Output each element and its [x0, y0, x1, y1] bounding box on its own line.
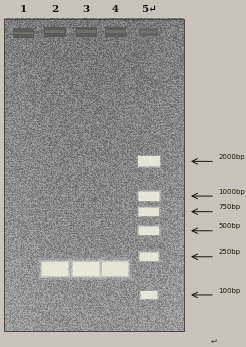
Bar — [138, 251, 160, 262]
Text: 1: 1 — [20, 5, 27, 14]
Bar — [139, 27, 158, 36]
Bar — [76, 27, 97, 37]
Bar — [139, 227, 159, 235]
Bar — [139, 192, 159, 201]
Text: 5↵: 5↵ — [141, 5, 157, 14]
Bar — [41, 261, 69, 277]
Bar — [138, 191, 160, 201]
Bar — [14, 32, 33, 34]
Text: 2: 2 — [51, 5, 59, 14]
Bar — [4, 19, 184, 331]
Text: 250bp: 250bp — [218, 249, 240, 255]
Bar — [103, 262, 128, 276]
Bar — [38, 258, 72, 280]
Text: 4: 4 — [112, 5, 119, 14]
Bar — [137, 225, 161, 236]
Bar — [40, 260, 70, 278]
Bar — [73, 261, 100, 277]
Bar — [139, 208, 159, 216]
Text: 3: 3 — [83, 5, 90, 14]
Bar — [105, 27, 126, 37]
Text: 100bp: 100bp — [218, 288, 241, 294]
Bar — [138, 156, 160, 167]
Bar — [13, 28, 34, 38]
Bar — [137, 206, 161, 217]
Bar — [137, 190, 161, 202]
Bar — [71, 260, 101, 278]
Bar — [138, 156, 160, 166]
Bar — [42, 262, 68, 276]
Bar — [106, 31, 125, 33]
Bar — [138, 226, 159, 236]
Bar — [140, 291, 158, 299]
Bar — [45, 30, 64, 33]
Bar — [100, 260, 130, 278]
Text: ↵: ↵ — [210, 336, 217, 345]
Bar — [69, 258, 103, 280]
Bar — [140, 31, 157, 33]
Bar — [137, 155, 161, 168]
Bar — [77, 31, 96, 33]
Bar — [140, 291, 157, 299]
Bar — [140, 253, 158, 261]
Bar — [73, 262, 99, 276]
Bar — [102, 261, 129, 277]
Text: 750bp: 750bp — [218, 204, 241, 210]
Bar — [138, 207, 159, 217]
Bar — [139, 290, 159, 300]
Bar — [139, 252, 159, 262]
Bar — [98, 258, 132, 280]
Bar — [44, 27, 65, 37]
Text: 2000bp: 2000bp — [218, 154, 245, 160]
Text: 1000bp: 1000bp — [218, 189, 245, 195]
Text: 500bp: 500bp — [218, 223, 241, 229]
